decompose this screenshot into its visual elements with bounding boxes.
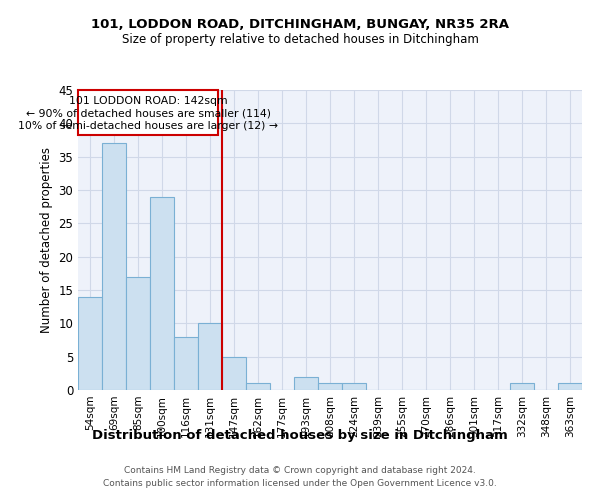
Bar [174,336,198,390]
Text: Contains HM Land Registry data © Crown copyright and database right 2024.
Contai: Contains HM Land Registry data © Crown c… [103,466,497,487]
Bar [246,384,270,390]
Bar [558,384,582,390]
Bar [318,384,342,390]
Text: 101 LODDON ROAD: 142sqm: 101 LODDON ROAD: 142sqm [69,96,227,106]
Y-axis label: Number of detached properties: Number of detached properties [40,147,53,333]
Text: Distribution of detached houses by size in Ditchingham: Distribution of detached houses by size … [92,428,508,442]
Text: 10% of semi-detached houses are larger (12) →: 10% of semi-detached houses are larger (… [18,121,278,131]
Bar [342,384,366,390]
Bar [510,384,534,390]
Bar [126,276,150,390]
Text: ← 90% of detached houses are smaller (114): ← 90% of detached houses are smaller (11… [26,108,271,118]
Bar [294,376,318,390]
FancyBboxPatch shape [78,90,218,136]
Bar [198,324,222,390]
Bar [150,196,174,390]
Bar [102,144,126,390]
Text: 101, LODDON ROAD, DITCHINGHAM, BUNGAY, NR35 2RA: 101, LODDON ROAD, DITCHINGHAM, BUNGAY, N… [91,18,509,30]
Bar [78,296,102,390]
Text: Size of property relative to detached houses in Ditchingham: Size of property relative to detached ho… [122,32,478,46]
Bar [222,356,246,390]
